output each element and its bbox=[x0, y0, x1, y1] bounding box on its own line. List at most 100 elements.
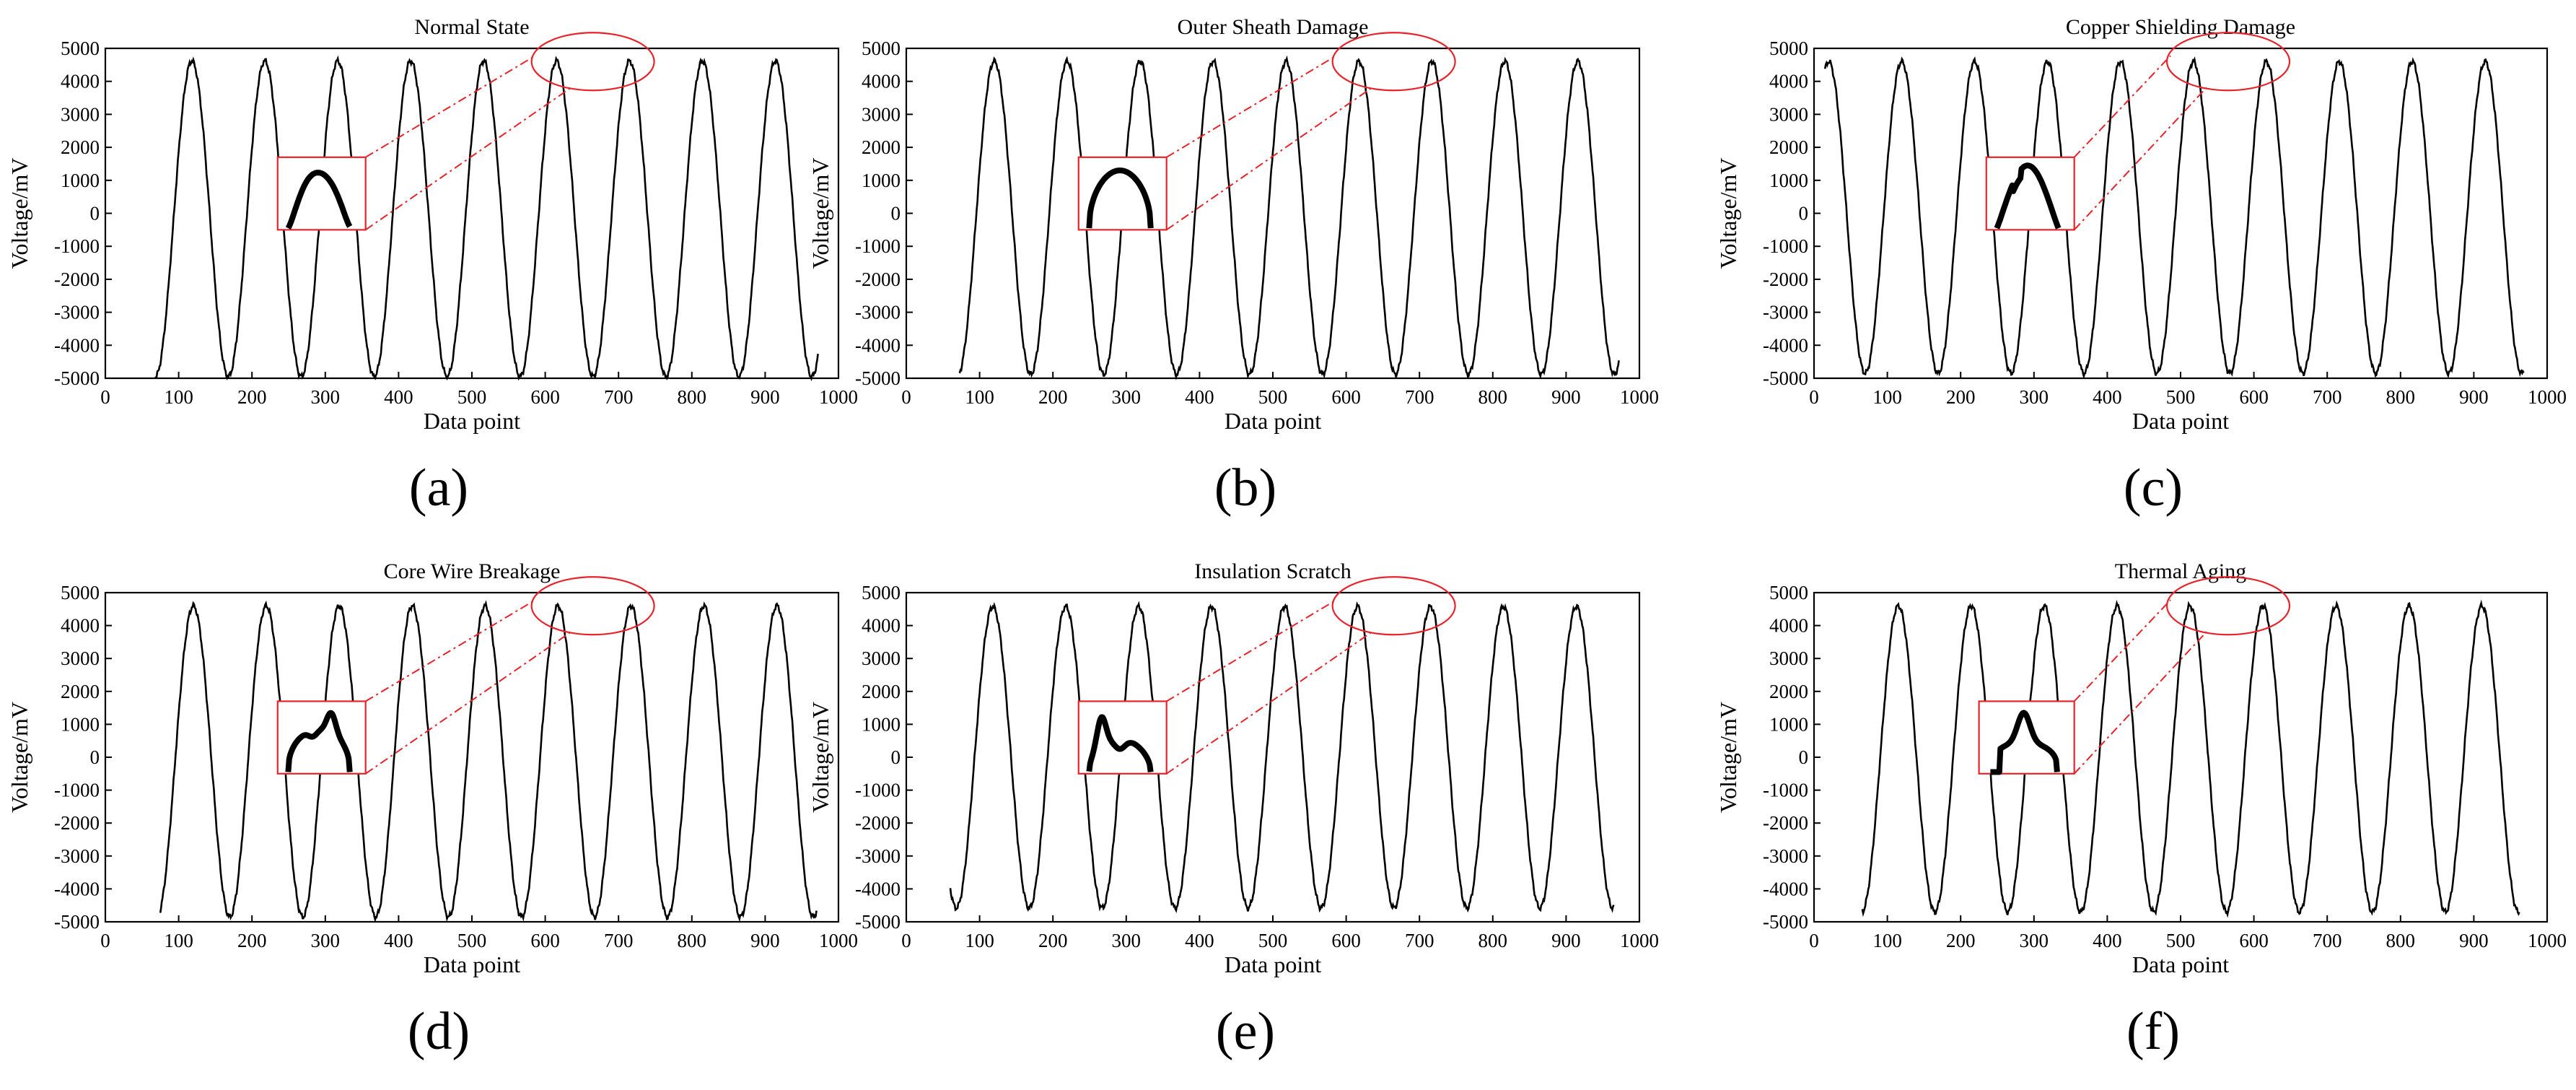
y-tick-label: 4000 bbox=[61, 71, 100, 92]
zoom-ellipse bbox=[530, 32, 655, 92]
y-tick-label: -1000 bbox=[54, 780, 100, 801]
zoom-ellipse bbox=[530, 576, 655, 636]
y-tick-label: -4000 bbox=[54, 334, 100, 356]
y-tick-label: 5000 bbox=[61, 582, 100, 603]
y-tick-label: -4000 bbox=[54, 878, 100, 899]
y-tick-label: 3000 bbox=[1769, 648, 1808, 669]
chart-panel-5: Thermal Aging 0 100 200 300 400 500 600 700 800 90… bbox=[1715, 559, 2567, 1061]
y-tick-label: -2000 bbox=[54, 269, 100, 290]
y-tick-label: -4000 bbox=[855, 878, 901, 899]
series-line-voltage bbox=[1861, 599, 2520, 918]
x-axis-label: Data point bbox=[1225, 408, 1321, 434]
zoom-connector-top bbox=[365, 599, 536, 702]
x-tick-label: 700 bbox=[1405, 386, 1434, 408]
zoom-connector-top bbox=[2073, 55, 2171, 158]
zoom-connector-top bbox=[2073, 599, 2171, 702]
y-tick-label: 3000 bbox=[862, 103, 901, 125]
x-axis-label: Data point bbox=[1225, 951, 1321, 977]
y-axis-label: Voltage/mV bbox=[1715, 702, 1741, 813]
y-axis-label: Voltage/mV bbox=[807, 702, 833, 813]
series-line-voltage bbox=[1823, 56, 2525, 380]
x-tick-label: 500 bbox=[457, 386, 487, 408]
x-axis-label: Data point bbox=[424, 408, 520, 434]
chart-panel-0: Normal State 0 100 200 300 400 500 600 700 800 900… bbox=[6, 15, 858, 518]
y-axis-label: Voltage/mV bbox=[6, 157, 32, 269]
x-tick-label: 600 bbox=[530, 930, 560, 951]
series-line-voltage bbox=[159, 600, 818, 923]
x-tick-label: 900 bbox=[1551, 386, 1581, 408]
y-tick-label: 2000 bbox=[862, 681, 901, 702]
y-tick-label: 4000 bbox=[61, 615, 100, 637]
panel-label: (c) bbox=[2124, 458, 2183, 518]
x-tick-label: 800 bbox=[2386, 386, 2416, 408]
series-line-voltage bbox=[958, 55, 1620, 380]
y-tick-label: 3000 bbox=[61, 103, 100, 125]
chart-title: Core Wire Breakage bbox=[384, 559, 561, 583]
x-tick-label: 900 bbox=[2459, 386, 2489, 408]
chart-title: Copper Shielding Damage bbox=[2066, 15, 2295, 39]
chart-title: Thermal Aging bbox=[2115, 559, 2246, 583]
y-tick-label: 4000 bbox=[1769, 71, 1808, 92]
x-tick-label: 500 bbox=[2166, 386, 2196, 408]
y-tick-label: -2000 bbox=[855, 269, 901, 290]
x-tick-label: 400 bbox=[384, 386, 413, 408]
y-tick-label: -3000 bbox=[54, 845, 100, 867]
x-tick-label: 400 bbox=[2093, 930, 2122, 951]
y-tick-label: 5000 bbox=[862, 38, 901, 59]
x-tick-label: 800 bbox=[2386, 930, 2416, 951]
zoom-inset-waveform bbox=[285, 170, 353, 230]
x-tick-label: 1000 bbox=[2528, 386, 2567, 408]
zoom-connector-bottom bbox=[2073, 87, 2207, 231]
chart-panel-1: Outer Sheath Damage 0 100 200 300 400 500 600 70… bbox=[807, 15, 1659, 518]
y-tick-label: 0 bbox=[90, 203, 100, 224]
zoom-inset-waveform bbox=[285, 710, 353, 772]
zoom-ellipse bbox=[1331, 32, 1456, 92]
x-tick-label: 200 bbox=[1038, 930, 1068, 951]
y-tick-label: -4000 bbox=[855, 334, 901, 356]
y-tick-label: -5000 bbox=[1763, 911, 1808, 933]
y-tick-label: -5000 bbox=[1763, 367, 1808, 389]
y-tick-label: -1000 bbox=[54, 235, 100, 257]
x-tick-label: 700 bbox=[2313, 930, 2342, 951]
plot-frame bbox=[1813, 47, 2549, 380]
x-tick-label: 700 bbox=[604, 930, 634, 951]
x-tick-label: 100 bbox=[1872, 930, 1902, 951]
chart-panel-3: Core Wire Breakage 0 100 200 300 400 500 600 700… bbox=[6, 559, 858, 1061]
zoom-connector-top bbox=[1166, 599, 1337, 702]
chart-title: Normal State bbox=[414, 15, 529, 39]
x-tick-label: 600 bbox=[530, 386, 560, 408]
x-axis-label: Data point bbox=[2132, 951, 2229, 977]
x-tick-label: 800 bbox=[1478, 930, 1508, 951]
y-tick-label: 1000 bbox=[862, 170, 901, 191]
y-tick-label: 4000 bbox=[1769, 615, 1808, 637]
zoom-connector-bottom bbox=[2073, 631, 2207, 775]
chart-panel-4: Insulation Scratch 0 100 200 300 400 500 600 700… bbox=[807, 559, 1659, 1061]
y-tick-label: 2000 bbox=[1769, 681, 1808, 702]
x-tick-label: 1000 bbox=[819, 930, 858, 951]
x-tick-label: 700 bbox=[1405, 930, 1434, 951]
plot-frame bbox=[905, 591, 1641, 923]
x-tick-label: 800 bbox=[678, 386, 707, 408]
y-tick-label: -5000 bbox=[855, 911, 901, 933]
plot-frame bbox=[104, 47, 840, 380]
y-tick-label: -1000 bbox=[855, 780, 901, 801]
series-line-voltage bbox=[154, 55, 819, 382]
panel-label: (b) bbox=[1214, 458, 1276, 518]
y-tick-label: -2000 bbox=[1763, 269, 1808, 290]
panel-label: (a) bbox=[409, 458, 468, 518]
x-tick-label: 200 bbox=[1038, 386, 1068, 408]
x-tick-label: 800 bbox=[678, 930, 707, 951]
zoom-inset-waveform bbox=[1086, 714, 1154, 773]
y-tick-label: 3000 bbox=[61, 648, 100, 669]
y-tick-label: 2000 bbox=[61, 136, 100, 158]
zoom-connector-bottom bbox=[1166, 87, 1373, 231]
chart-panel-2: Copper Shielding Damage 0 100 200 300 400 500 6… bbox=[1715, 15, 2567, 518]
y-tick-label: -1000 bbox=[855, 235, 901, 257]
y-tick-label: 2000 bbox=[61, 681, 100, 702]
x-tick-label: 1000 bbox=[1620, 386, 1659, 408]
x-tick-label: 0 bbox=[100, 930, 110, 951]
panel-label: (e) bbox=[1216, 1002, 1275, 1061]
x-tick-label: 300 bbox=[2020, 386, 2049, 408]
x-tick-label: 0 bbox=[901, 930, 911, 951]
x-tick-label: 1000 bbox=[819, 386, 858, 408]
